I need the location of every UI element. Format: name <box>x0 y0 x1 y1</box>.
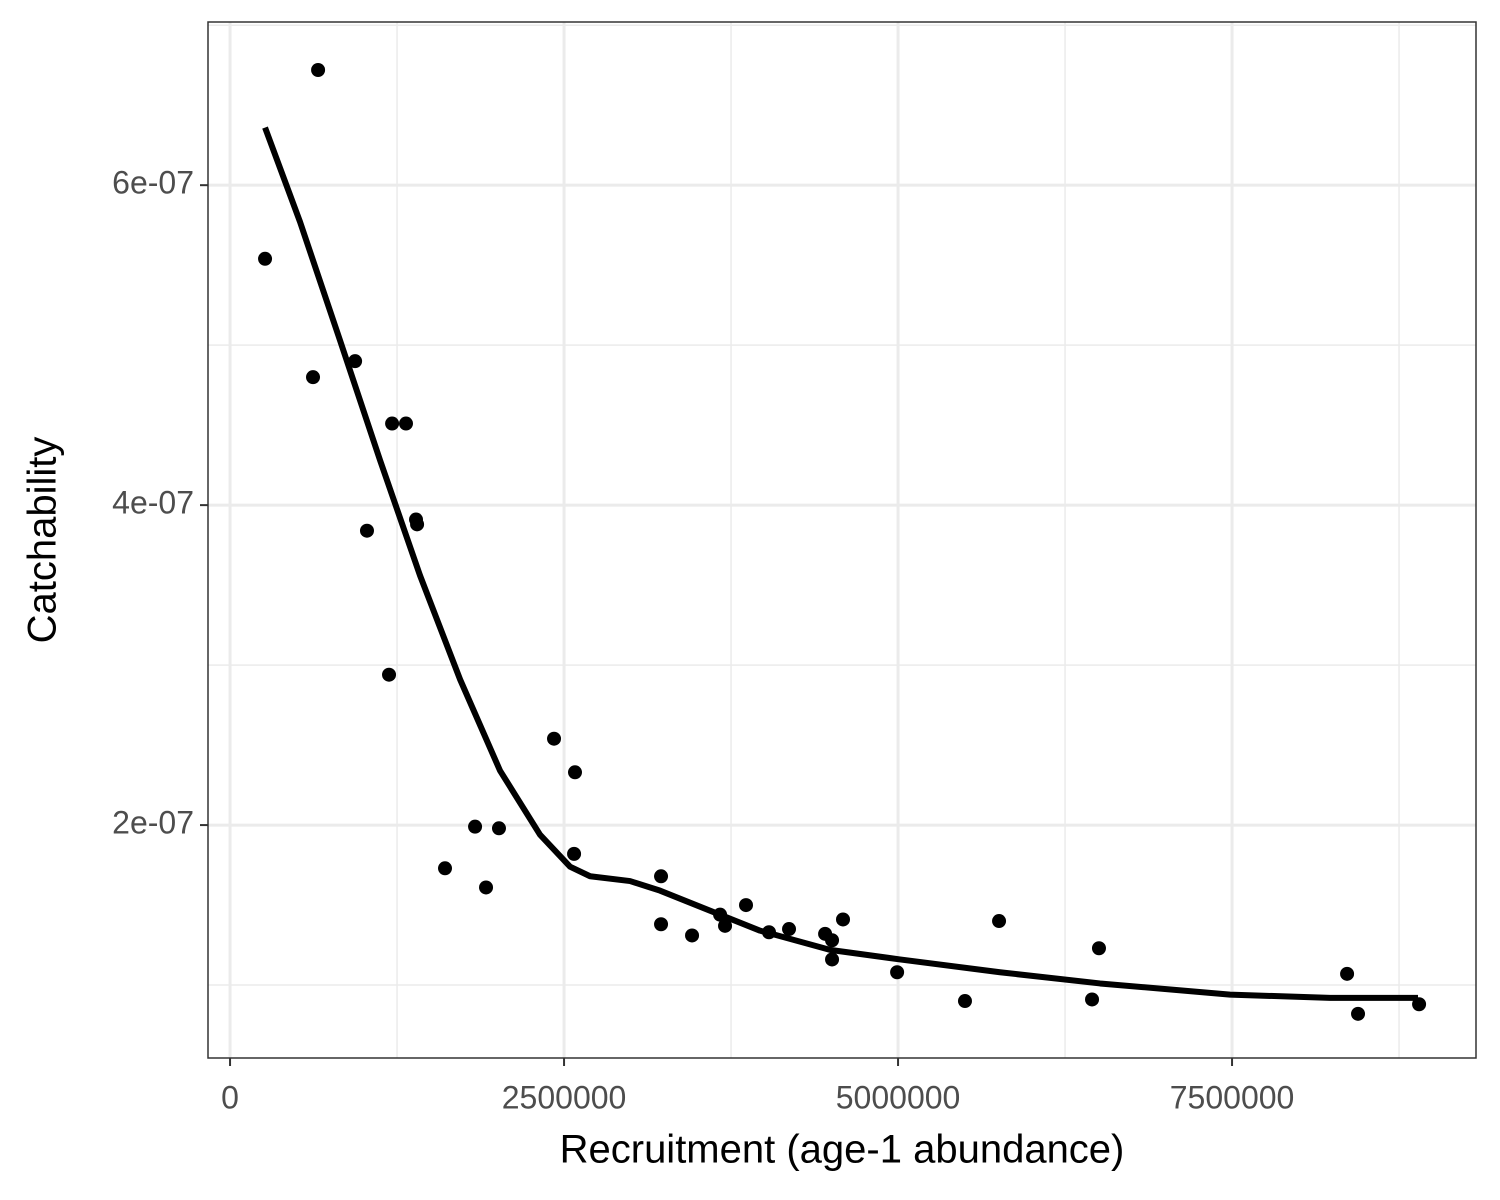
point <box>836 912 851 927</box>
axes: 0 2500000 5000000 7500000 2e-07 4e-07 6e-07 <box>112 165 1294 1116</box>
point <box>385 416 400 431</box>
point <box>685 928 700 943</box>
point <box>258 251 273 266</box>
point <box>567 846 582 861</box>
grid <box>208 22 1476 1058</box>
point <box>410 517 425 532</box>
point <box>957 994 972 1009</box>
x-tick-label: 7500000 <box>1170 1079 1295 1115</box>
point <box>782 922 797 937</box>
x-tick-label: 5000000 <box>836 1079 961 1115</box>
y-tick-label: 6e-07 <box>112 165 194 201</box>
point <box>992 914 1007 929</box>
point <box>654 869 669 884</box>
panel-border <box>207 21 1477 1059</box>
point <box>547 731 562 746</box>
y-axis-title: Catchability <box>21 437 65 644</box>
y-tick-label: 4e-07 <box>112 485 194 521</box>
point <box>1340 966 1355 981</box>
marks <box>258 62 1427 1021</box>
x-tick-label: 0 <box>221 1079 239 1115</box>
point <box>348 354 363 369</box>
point <box>382 667 397 682</box>
point <box>739 898 754 913</box>
point <box>311 62 326 77</box>
point <box>468 819 483 834</box>
point <box>1351 1006 1366 1021</box>
y-tick-label: 2e-07 <box>112 805 194 841</box>
point <box>1091 941 1106 956</box>
point <box>1085 992 1100 1007</box>
point <box>359 523 374 538</box>
x-axis-title: Recruitment (age-1 abundance) <box>560 1128 1125 1172</box>
smooth-line <box>262 126 1419 1001</box>
point <box>491 821 506 836</box>
point <box>438 861 453 876</box>
point <box>718 918 733 933</box>
point <box>825 933 840 948</box>
point <box>890 965 905 980</box>
point <box>825 952 840 967</box>
point <box>479 880 494 895</box>
point <box>567 765 582 780</box>
point <box>398 416 413 431</box>
x-tick-label: 2500000 <box>502 1079 627 1115</box>
point <box>306 370 321 385</box>
point <box>654 917 669 932</box>
